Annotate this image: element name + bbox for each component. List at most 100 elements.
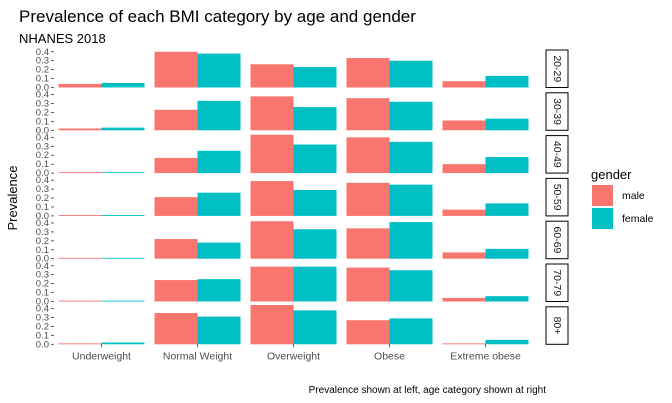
y-tick-label: 0.4 <box>36 47 49 58</box>
bar-female <box>197 53 241 88</box>
facet-strip <box>545 220 569 260</box>
facet-strip <box>545 263 569 302</box>
y-tick-label: 0.1 <box>36 74 49 85</box>
legend-swatch-female <box>592 208 613 229</box>
y-tick-label: 0.2 <box>36 321 49 332</box>
bar-female <box>197 242 241 259</box>
bar-female <box>101 127 145 131</box>
bar-male <box>442 164 486 174</box>
facet-strip-label: 60-69 <box>551 227 563 254</box>
y-tick-label: 0.0 <box>36 339 49 350</box>
bar-female <box>389 101 433 131</box>
legend-swatch-male <box>592 185 613 206</box>
bar-female <box>101 83 145 88</box>
x-tick-label: Obese <box>374 350 405 362</box>
bar-male <box>442 343 486 345</box>
bar-male <box>250 221 294 259</box>
y-tick-label: 0.3 <box>36 270 49 281</box>
bar-female <box>485 157 529 174</box>
y-tick-label: 0.2 <box>36 150 49 161</box>
bar-male <box>250 96 294 131</box>
bar-male <box>346 137 390 174</box>
bar-male <box>154 157 198 174</box>
facet-strip-label: 30-39 <box>551 98 563 125</box>
y-tick-label: 0.2 <box>36 107 49 118</box>
y-tick-label: 0.2 <box>36 193 49 204</box>
bar-female <box>101 257 145 259</box>
bar-male <box>346 182 390 216</box>
facet-strip <box>545 306 569 345</box>
y-tick-label: 0.4 <box>36 218 49 229</box>
y-tick-label: 0.4 <box>36 132 49 143</box>
chart-caption: Prevalence shown at left, age category s… <box>309 385 547 396</box>
legend-label-male: male <box>622 190 645 202</box>
y-tick-label: 0.3 <box>36 99 49 110</box>
bar-male <box>154 280 198 302</box>
bar-male <box>346 98 390 131</box>
bar-male <box>250 64 294 88</box>
bar-female <box>197 316 241 345</box>
bar-female <box>197 150 241 174</box>
chart-subtitle: NHANES 2018 <box>19 31 106 46</box>
bar-male <box>58 343 102 345</box>
bar-male <box>154 197 198 216</box>
bar-female <box>485 203 529 216</box>
y-tick-label: 0.3 <box>36 313 49 324</box>
bar-male <box>250 305 294 345</box>
bar-female <box>389 222 433 259</box>
x-axis: Underweight Normal Weight Overweight Obese E… <box>72 344 521 362</box>
bar-female <box>389 60 433 88</box>
facet-strip-label: 50-59 <box>551 184 563 211</box>
x-tick-label: Overweight <box>267 350 320 362</box>
facet-panel: 0.00.10.20.30.4 20-29 <box>36 47 569 94</box>
y-tick-label: 0.3 <box>36 56 49 67</box>
x-tick-label: Extreme obese <box>450 350 521 362</box>
bar-male <box>58 257 102 259</box>
y-tick-label: 0.1 <box>36 330 49 341</box>
y-tick-label: 0.1 <box>36 288 49 299</box>
y-tick-label: 0.1 <box>36 202 49 213</box>
y-tick-label: 0.2 <box>36 65 49 76</box>
x-tick-label: Underweight <box>72 350 131 362</box>
facet-panel: 0.00.10.20.30.4 70-79 <box>36 261 569 308</box>
y-axis-label: Prevalence <box>5 165 20 230</box>
facet-panel: 0.00.10.20.30.4 80+ <box>36 304 569 350</box>
bar-male <box>250 266 294 302</box>
facet-strip-label: 70-79 <box>551 269 563 296</box>
bar-male <box>346 267 390 302</box>
y-tick-label: 0.0 <box>36 211 49 222</box>
facet-panel: 0.00.10.20.30.4 40-49 <box>36 132 569 179</box>
y-tick-label: 0.3 <box>36 141 49 152</box>
y-tick-label: 0.4 <box>36 90 49 101</box>
facet-panels: 0.00.10.20.30.420-290.00.10.20.30.430-39… <box>36 47 569 350</box>
facet-panel: 0.00.10.20.30.4 30-39 <box>36 90 569 136</box>
bar-female <box>389 184 433 216</box>
bar-female <box>293 229 337 259</box>
facet-strip <box>545 177 569 217</box>
bar-female <box>293 66 337 88</box>
y-tick-label: 0.2 <box>36 279 49 290</box>
legend-title: gender <box>591 167 632 182</box>
facet-panel: 0.00.10.20.30.4 50-59 <box>36 175 569 222</box>
facet-strip-label: 40-49 <box>551 141 563 168</box>
bar-male <box>58 128 102 131</box>
y-tick-label: 0.1 <box>36 245 49 256</box>
bar-male <box>346 228 390 259</box>
y-tick-label: 0.2 <box>36 236 49 247</box>
bar-male <box>58 215 102 216</box>
bar-female <box>101 300 145 302</box>
bar-male <box>442 297 486 302</box>
bar-male <box>346 320 390 345</box>
y-tick-label: 0.0 <box>36 254 49 265</box>
bar-male <box>58 172 102 174</box>
bar-male <box>154 313 198 345</box>
y-tick-label: 0.1 <box>36 116 49 127</box>
y-tick-label: 0.0 <box>36 125 49 136</box>
chart-title: Prevalence of each BMI category by age a… <box>19 7 416 26</box>
bar-female <box>197 192 241 216</box>
y-tick-label: 0.4 <box>36 175 49 186</box>
bar-female <box>389 270 433 302</box>
y-tick-label: 0.4 <box>36 304 49 315</box>
bar-male <box>442 209 486 216</box>
